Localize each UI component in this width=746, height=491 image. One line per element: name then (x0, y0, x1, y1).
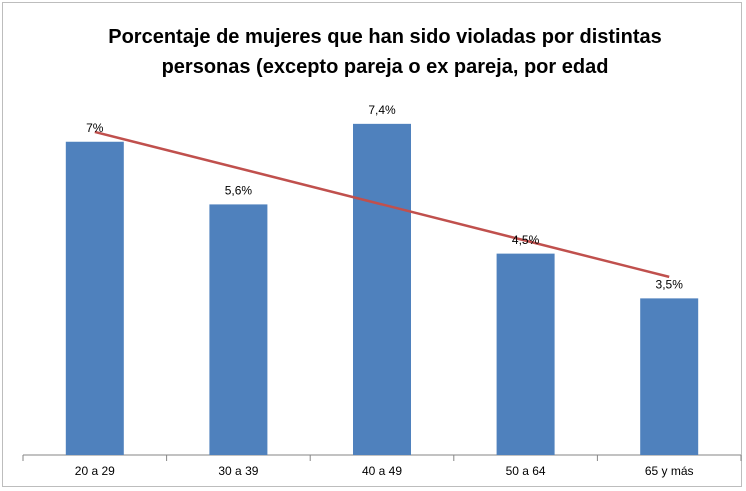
bar (65, 141, 124, 455)
trend-line (94, 130, 670, 279)
x-tick-label: 40 a 49 (362, 464, 402, 478)
x-tick-label: 30 a 39 (218, 464, 258, 478)
chart-title: Porcentaje de mujeres que han sido viola… (108, 26, 662, 78)
data-label: 4,5% (512, 233, 540, 247)
chart-frame (2, 2, 742, 487)
x-tick-label: 50 a 64 (506, 464, 546, 478)
bar (640, 298, 699, 455)
data-label: 7% (86, 121, 104, 135)
bar (209, 204, 268, 455)
data-label: 3,5% (656, 278, 684, 292)
x-tick-label: 20 a 29 (75, 464, 115, 478)
x-tick-label: 65 y más (645, 464, 694, 478)
data-label: 7,4% (368, 103, 396, 117)
bar (496, 253, 555, 455)
data-label: 5,6% (225, 184, 253, 198)
bar (353, 123, 411, 455)
